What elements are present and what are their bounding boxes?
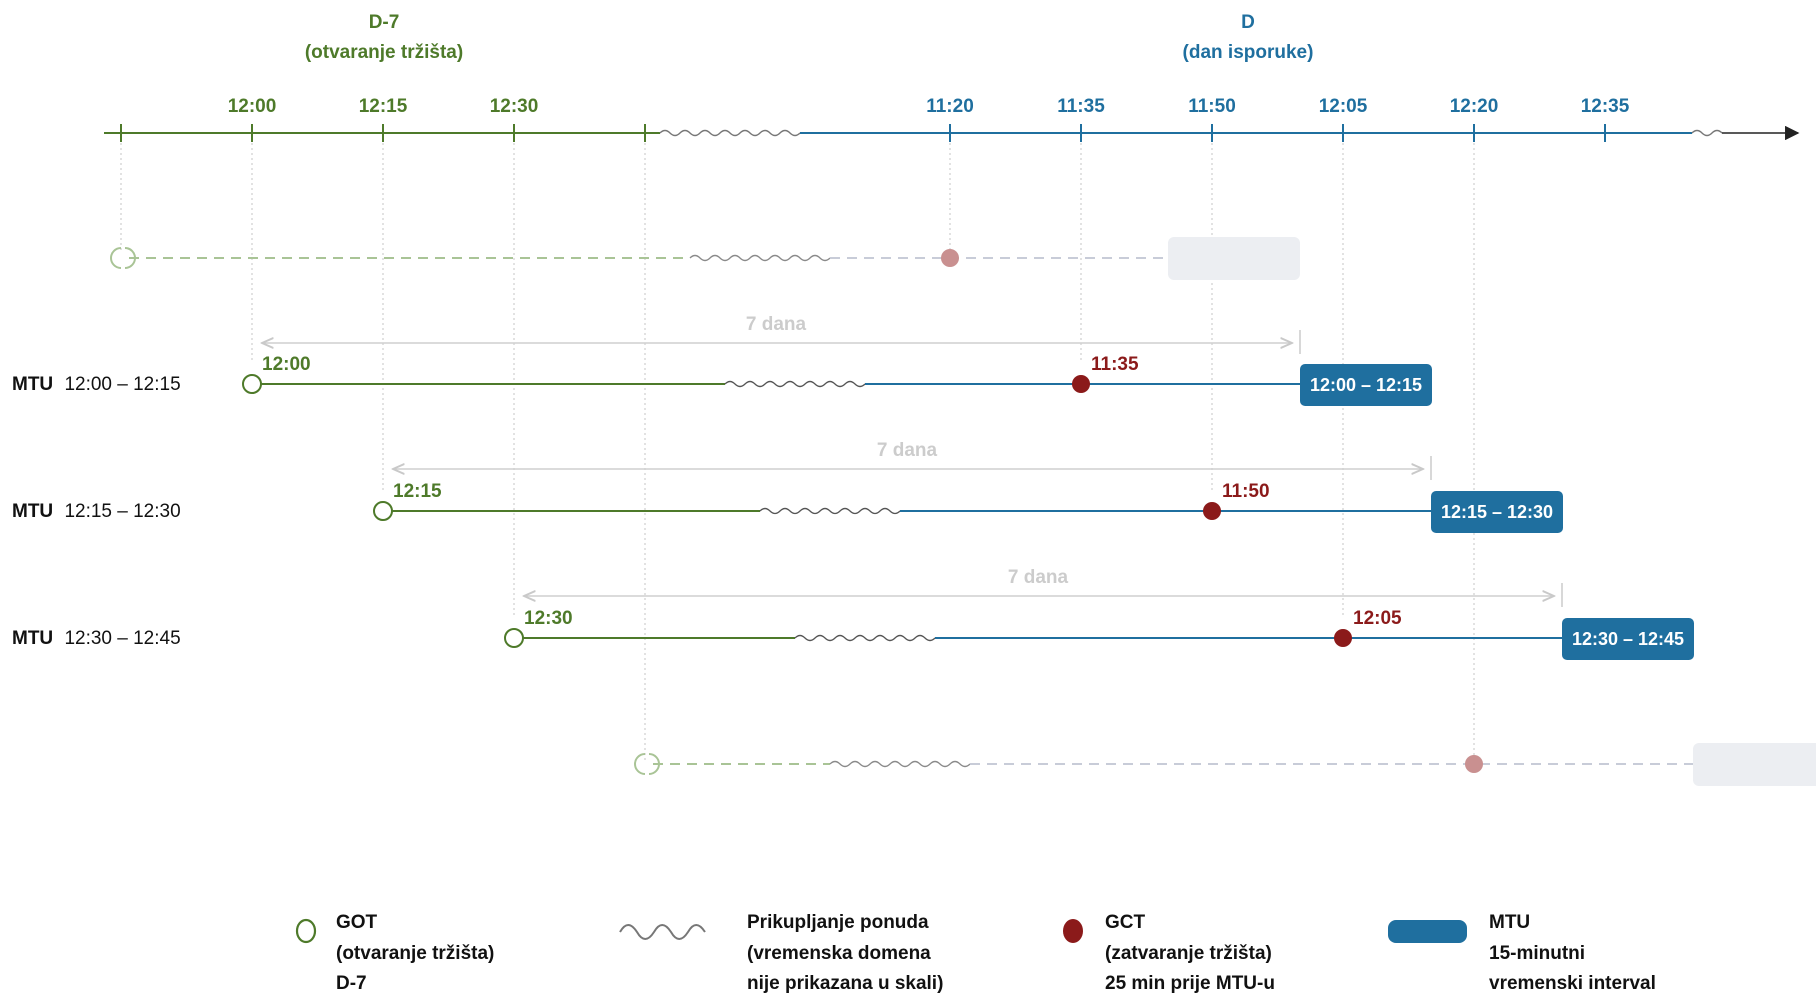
axis-tick-label: 12:05	[1319, 96, 1368, 117]
got-time-label: 12:15	[393, 481, 442, 502]
time-axis: 12:00 12:15 12:30 11:20 11:35 11:50 12:0…	[104, 96, 1800, 142]
legend-line: (zatvaranje tržišta)	[1105, 943, 1272, 964]
axis-tick-label: 11:20	[926, 96, 974, 117]
legend-line: Prikupljanje ponuda	[747, 912, 929, 933]
axis-tick-label: 12:30	[490, 96, 539, 117]
legend-line: (vremenska domena	[747, 943, 931, 964]
legend-line: D-7	[336, 973, 367, 994]
gct-dot-icon	[1203, 502, 1221, 520]
got-circle-icon	[242, 374, 262, 394]
legend-line: (otvaranje tržišta)	[336, 943, 494, 964]
faded-row-bottom	[634, 743, 1816, 786]
got-time-label: 12:00	[262, 354, 311, 375]
faded-got-circle-icon	[110, 247, 122, 269]
header-right-title: D	[1241, 12, 1255, 33]
gct-time-label: 12:05	[1353, 608, 1402, 629]
axis-tick-label: 11:35	[1057, 96, 1105, 117]
got-time-label: 12:30	[524, 608, 573, 629]
faded-gct-dot-icon	[1465, 755, 1483, 773]
legend-line: 25 min prije MTU-u	[1105, 973, 1275, 994]
legend-line: vremenski interval	[1489, 973, 1656, 994]
axis-wave	[659, 129, 801, 137]
faded-got-circle-icon	[124, 247, 136, 269]
faded-mtu-box	[1168, 237, 1300, 280]
gct-time-label: 11:50	[1222, 481, 1270, 502]
mtu-row-3: MTU 12:30 – 12:45 7 dana 12:30 12:05 12:…	[12, 567, 1694, 660]
row-label: MTU 12:15 – 12:30	[12, 501, 181, 522]
legend-line: GOT	[336, 912, 378, 933]
axis-tick-label: 11:50	[1188, 96, 1236, 117]
gct-dot-icon	[1063, 919, 1083, 943]
faded-gct-dot-icon	[941, 249, 959, 267]
span-label: 7 dana	[746, 314, 807, 335]
gct-dot-icon	[1072, 375, 1090, 393]
gct-dot-icon	[1334, 629, 1352, 647]
axis-wave-end	[1691, 129, 1723, 137]
row-label-range: 12:15 – 12:30	[64, 501, 180, 522]
legend: GOT (otvaranje tržišta) D-7 Prikupljanje…	[295, 912, 1656, 994]
legend-item-got: GOT (otvaranje tržišta) D-7	[295, 912, 494, 994]
faded-got-circle-icon	[648, 753, 660, 775]
legend-item-gct: GCT (zatvaranje tržišta) 25 min prije MT…	[1063, 912, 1275, 994]
span-label: 7 dana	[877, 440, 938, 461]
vertical-guides	[120, 133, 1475, 760]
mtu-row-1: MTU 12:00 – 12:15 7 dana 12:00 11:35 12:…	[12, 314, 1432, 406]
row-wave	[759, 507, 901, 515]
row-label-bold: MTU	[12, 501, 53, 522]
got-circle-icon	[373, 501, 393, 521]
faded-row-top	[110, 237, 1300, 280]
got-circle-icon	[295, 918, 317, 944]
row-label-range: 12:30 – 12:45	[64, 628, 180, 649]
axis-tick-label: 12:15	[359, 96, 408, 117]
mtu-row-2: MTU 12:15 – 12:30 7 dana 12:15 11:50 12:…	[12, 440, 1563, 533]
legend-item-wave: Prikupljanje ponuda (vremenska domena ni…	[619, 912, 943, 994]
axis-tick-label: 12:35	[1581, 96, 1630, 117]
axis-tick-label: 12:00	[228, 96, 277, 117]
got-circle-icon	[504, 628, 524, 648]
mtu-box-label: 12:00 – 12:15	[1310, 375, 1422, 395]
row-wave	[724, 380, 866, 388]
mtu-bar-icon	[1388, 920, 1467, 943]
row-label-bold: MTU	[12, 374, 53, 395]
legend-line: GCT	[1105, 912, 1146, 933]
mtu-box-label: 12:15 – 12:30	[1441, 502, 1553, 522]
faded-mtu-box	[1693, 743, 1816, 786]
row-label-range: 12:00 – 12:15	[64, 374, 180, 395]
legend-item-mtu: MTU 15-minutni vremenski interval	[1388, 912, 1656, 994]
header-left-title: D-7	[369, 12, 400, 33]
mtu-box	[1431, 491, 1563, 533]
row-label: MTU 12:30 – 12:45	[12, 628, 181, 649]
legend-line: 15-minutni	[1489, 943, 1585, 964]
mtu-box	[1562, 618, 1694, 660]
mtu-box	[1300, 364, 1432, 406]
mtu-box-label: 12:30 – 12:45	[1572, 629, 1684, 649]
span-label: 7 dana	[1008, 567, 1069, 588]
header-left-subtitle: (otvaranje tržišta)	[305, 42, 463, 63]
faded-got-circle-icon	[634, 753, 646, 775]
faded-wave	[689, 254, 831, 262]
header-right-subtitle: (dan isporuke)	[1183, 42, 1314, 63]
wave-icon	[619, 924, 706, 940]
row-label-bold: MTU	[12, 628, 53, 649]
legend-line: MTU	[1489, 912, 1530, 933]
row-wave	[794, 634, 936, 642]
row-label: MTU 12:00 – 12:15	[12, 374, 181, 395]
axis-tick-label: 12:20	[1450, 96, 1499, 117]
gct-time-label: 11:35	[1091, 354, 1139, 375]
legend-line: nije prikazana u skali)	[747, 973, 943, 994]
faded-wave	[829, 760, 971, 768]
